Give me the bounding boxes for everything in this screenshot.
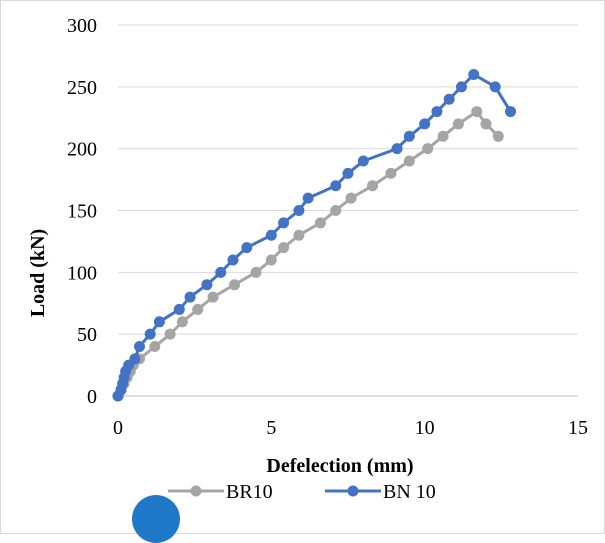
y-tick-label: 50 bbox=[77, 324, 97, 346]
data-point bbox=[492, 130, 504, 142]
data-point bbox=[437, 130, 449, 142]
data-point bbox=[314, 217, 326, 229]
legend-marker bbox=[190, 485, 202, 497]
data-point bbox=[480, 118, 492, 130]
data-point bbox=[129, 353, 141, 365]
data-point bbox=[385, 167, 397, 179]
data-point bbox=[192, 303, 204, 315]
series-line bbox=[116, 72, 512, 397]
y-tick-label: 200 bbox=[67, 139, 97, 161]
y-tick-label: 100 bbox=[67, 262, 97, 284]
legend: BR10 BN 10 bbox=[168, 481, 436, 503]
data-point bbox=[201, 279, 213, 291]
y-tick-label: 150 bbox=[67, 201, 97, 223]
data-point bbox=[173, 303, 185, 315]
y-tick-label: 250 bbox=[67, 77, 97, 99]
data-point bbox=[149, 341, 161, 353]
data-point bbox=[489, 81, 501, 93]
x-tick-label: 15 bbox=[568, 417, 588, 439]
data-point bbox=[164, 328, 176, 340]
series-group bbox=[112, 68, 517, 402]
tick-labels: 0 50 100 150 200 250 300 0 5 10 15 bbox=[67, 15, 588, 439]
data-point bbox=[391, 143, 403, 155]
legend-marker bbox=[347, 485, 359, 497]
data-point bbox=[229, 279, 241, 291]
data-point bbox=[250, 266, 262, 278]
data-point bbox=[144, 328, 156, 340]
data-point bbox=[431, 106, 443, 118]
data-point bbox=[207, 291, 219, 303]
data-point bbox=[241, 242, 253, 254]
data-point bbox=[176, 316, 188, 328]
data-point bbox=[342, 167, 354, 179]
y-tick-label: 300 bbox=[67, 15, 97, 37]
data-point bbox=[367, 180, 379, 192]
x-tick-label: 0 bbox=[113, 417, 123, 439]
data-point bbox=[345, 192, 357, 204]
legend-label: BN 10 bbox=[383, 481, 436, 503]
data-point bbox=[455, 81, 467, 93]
x-axis-title: Defelection (mm) bbox=[266, 455, 413, 477]
data-point bbox=[293, 229, 305, 241]
data-point bbox=[443, 93, 455, 105]
data-point bbox=[505, 106, 517, 118]
data-point bbox=[133, 341, 145, 353]
data-point bbox=[422, 143, 434, 155]
data-point bbox=[330, 180, 342, 192]
gridlines bbox=[118, 24, 578, 335]
data-point bbox=[278, 217, 290, 229]
data-point bbox=[471, 106, 483, 118]
data-point bbox=[302, 192, 314, 204]
series-br10 bbox=[112, 106, 504, 402]
data-point bbox=[184, 291, 196, 303]
data-point bbox=[403, 155, 415, 167]
data-point bbox=[265, 229, 277, 241]
x-tick-label: 10 bbox=[415, 417, 435, 439]
series-line bbox=[116, 110, 500, 397]
x-tick-label: 5 bbox=[266, 417, 276, 439]
data-point bbox=[293, 205, 305, 216]
data-point bbox=[227, 254, 239, 266]
data-point bbox=[215, 266, 227, 278]
data-point bbox=[403, 130, 415, 142]
series-bn-10 bbox=[112, 68, 517, 402]
data-point bbox=[419, 118, 431, 130]
data-point bbox=[468, 68, 480, 80]
data-point bbox=[357, 155, 369, 167]
floating-circle bbox=[132, 495, 180, 543]
data-point bbox=[452, 118, 464, 130]
data-point bbox=[153, 316, 165, 328]
data-point bbox=[278, 242, 290, 254]
y-axis-title: Load (kN) bbox=[27, 229, 49, 317]
legend-label: BR10 bbox=[226, 481, 273, 503]
data-point bbox=[265, 254, 277, 266]
data-point bbox=[330, 205, 342, 216]
y-tick-label: 0 bbox=[87, 386, 97, 408]
